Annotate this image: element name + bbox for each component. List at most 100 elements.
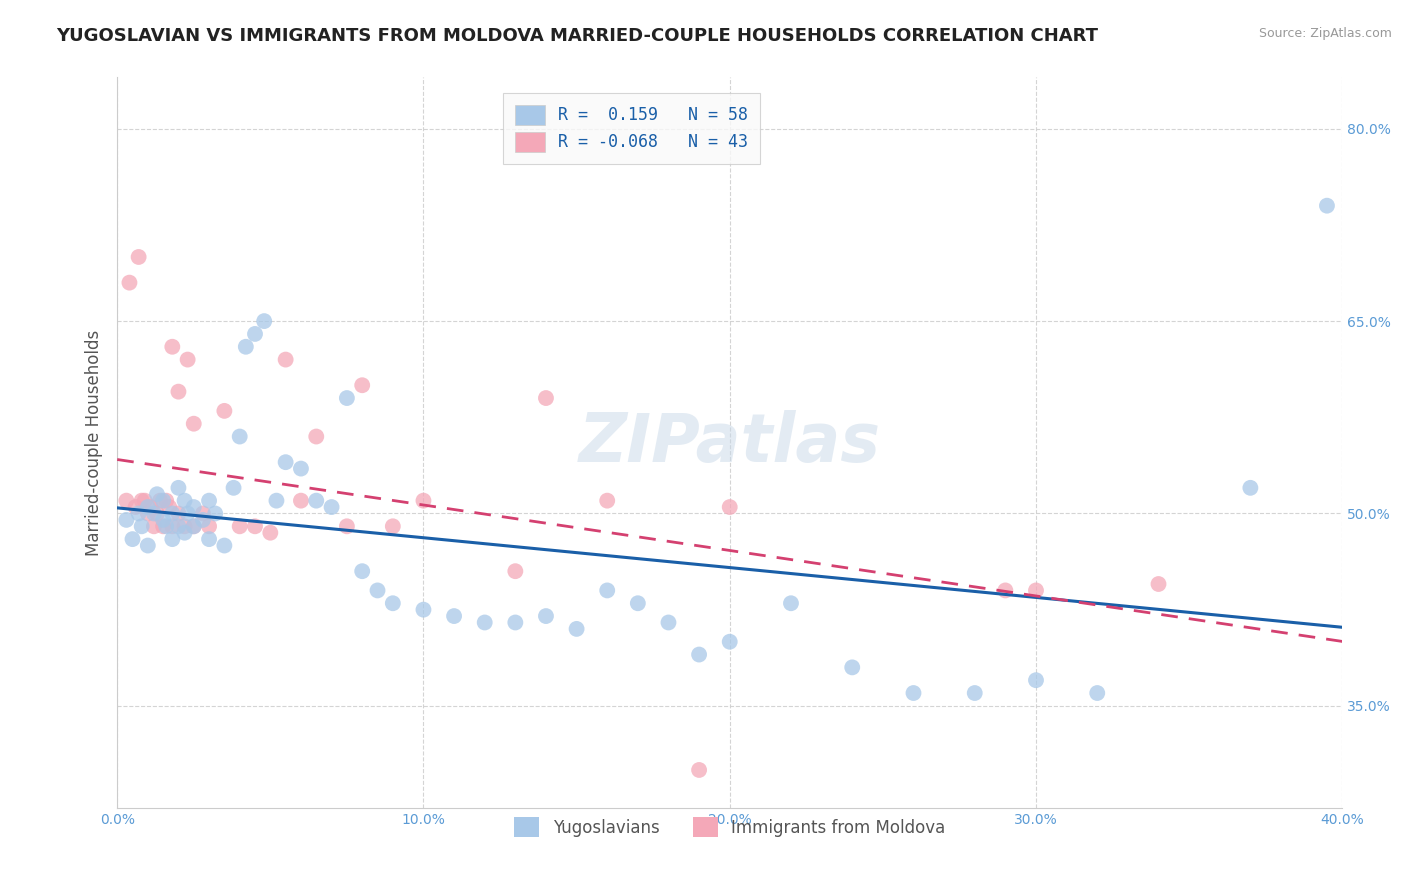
Y-axis label: Married-couple Households: Married-couple Households bbox=[86, 330, 103, 556]
Point bbox=[167, 481, 190, 495]
Point bbox=[688, 763, 710, 777]
Point bbox=[1316, 199, 1339, 213]
Point bbox=[128, 507, 150, 521]
Point bbox=[183, 519, 205, 533]
Point bbox=[657, 615, 679, 630]
Point bbox=[305, 429, 328, 443]
Point bbox=[243, 326, 266, 341]
Text: Source: ZipAtlas.com: Source: ZipAtlas.com bbox=[1258, 27, 1392, 40]
Point bbox=[290, 493, 312, 508]
Point bbox=[173, 519, 195, 533]
Point bbox=[259, 525, 281, 540]
Text: YUGOSLAVIAN VS IMMIGRANTS FROM MOLDOVA MARRIED-COUPLE HOUSEHOLDS CORRELATION CHA: YUGOSLAVIAN VS IMMIGRANTS FROM MOLDOVA M… bbox=[56, 27, 1098, 45]
Point bbox=[780, 596, 803, 610]
Point bbox=[228, 519, 250, 533]
Point bbox=[228, 429, 250, 443]
Point bbox=[142, 519, 165, 533]
Point bbox=[214, 539, 236, 553]
Point bbox=[162, 519, 184, 533]
Point bbox=[352, 378, 374, 392]
Point bbox=[321, 500, 343, 514]
Point bbox=[198, 532, 221, 546]
Point bbox=[136, 539, 159, 553]
Point bbox=[412, 493, 434, 508]
Point bbox=[505, 564, 527, 578]
Point bbox=[718, 634, 741, 648]
Point bbox=[474, 615, 496, 630]
Point bbox=[198, 493, 221, 508]
Point bbox=[173, 525, 195, 540]
Point bbox=[443, 609, 465, 624]
Point bbox=[124, 500, 146, 514]
Point bbox=[235, 340, 257, 354]
Legend: Yugoslavians, Immigrants from Moldova: Yugoslavians, Immigrants from Moldova bbox=[508, 810, 952, 844]
Point bbox=[204, 507, 226, 521]
Point bbox=[505, 615, 527, 630]
Point bbox=[336, 391, 359, 405]
Point bbox=[688, 648, 710, 662]
Point bbox=[994, 583, 1017, 598]
Point bbox=[167, 507, 190, 521]
Point bbox=[134, 493, 156, 508]
Point bbox=[274, 455, 297, 469]
Point bbox=[162, 507, 184, 521]
Point bbox=[214, 404, 236, 418]
Point bbox=[1239, 481, 1261, 495]
Point bbox=[176, 352, 198, 367]
Point bbox=[173, 493, 195, 508]
Point bbox=[128, 250, 150, 264]
Point bbox=[266, 493, 288, 508]
Point bbox=[367, 583, 389, 598]
Point bbox=[146, 507, 169, 521]
Point bbox=[115, 513, 138, 527]
Point bbox=[565, 622, 588, 636]
Point bbox=[253, 314, 276, 328]
Point bbox=[1147, 577, 1170, 591]
Point bbox=[596, 583, 619, 598]
Point bbox=[183, 519, 205, 533]
Point bbox=[162, 532, 184, 546]
Point bbox=[142, 507, 165, 521]
Text: ZIPatlas: ZIPatlas bbox=[579, 410, 880, 476]
Point bbox=[381, 596, 404, 610]
Point bbox=[152, 519, 174, 533]
Point bbox=[381, 519, 404, 533]
Point bbox=[841, 660, 863, 674]
Point bbox=[191, 513, 214, 527]
Point bbox=[290, 461, 312, 475]
Point bbox=[963, 686, 986, 700]
Point bbox=[136, 500, 159, 514]
Point bbox=[121, 532, 143, 546]
Point bbox=[162, 340, 184, 354]
Point bbox=[627, 596, 650, 610]
Point bbox=[274, 352, 297, 367]
Point bbox=[131, 493, 153, 508]
Point bbox=[718, 500, 741, 514]
Point bbox=[183, 417, 205, 431]
Point bbox=[139, 500, 162, 514]
Point bbox=[131, 519, 153, 533]
Point bbox=[149, 493, 172, 508]
Point bbox=[157, 500, 180, 514]
Point bbox=[412, 602, 434, 616]
Point bbox=[1025, 583, 1047, 598]
Point bbox=[176, 507, 198, 521]
Point bbox=[534, 609, 557, 624]
Point bbox=[352, 564, 374, 578]
Point bbox=[305, 493, 328, 508]
Point bbox=[596, 493, 619, 508]
Point bbox=[1025, 673, 1047, 688]
Point bbox=[183, 500, 205, 514]
Point bbox=[191, 507, 214, 521]
Point bbox=[155, 493, 177, 508]
Point bbox=[1085, 686, 1108, 700]
Point bbox=[136, 507, 159, 521]
Point bbox=[146, 487, 169, 501]
Point bbox=[198, 519, 221, 533]
Point bbox=[152, 493, 174, 508]
Point bbox=[222, 481, 245, 495]
Point bbox=[243, 519, 266, 533]
Point bbox=[336, 519, 359, 533]
Point bbox=[167, 384, 190, 399]
Point bbox=[115, 493, 138, 508]
